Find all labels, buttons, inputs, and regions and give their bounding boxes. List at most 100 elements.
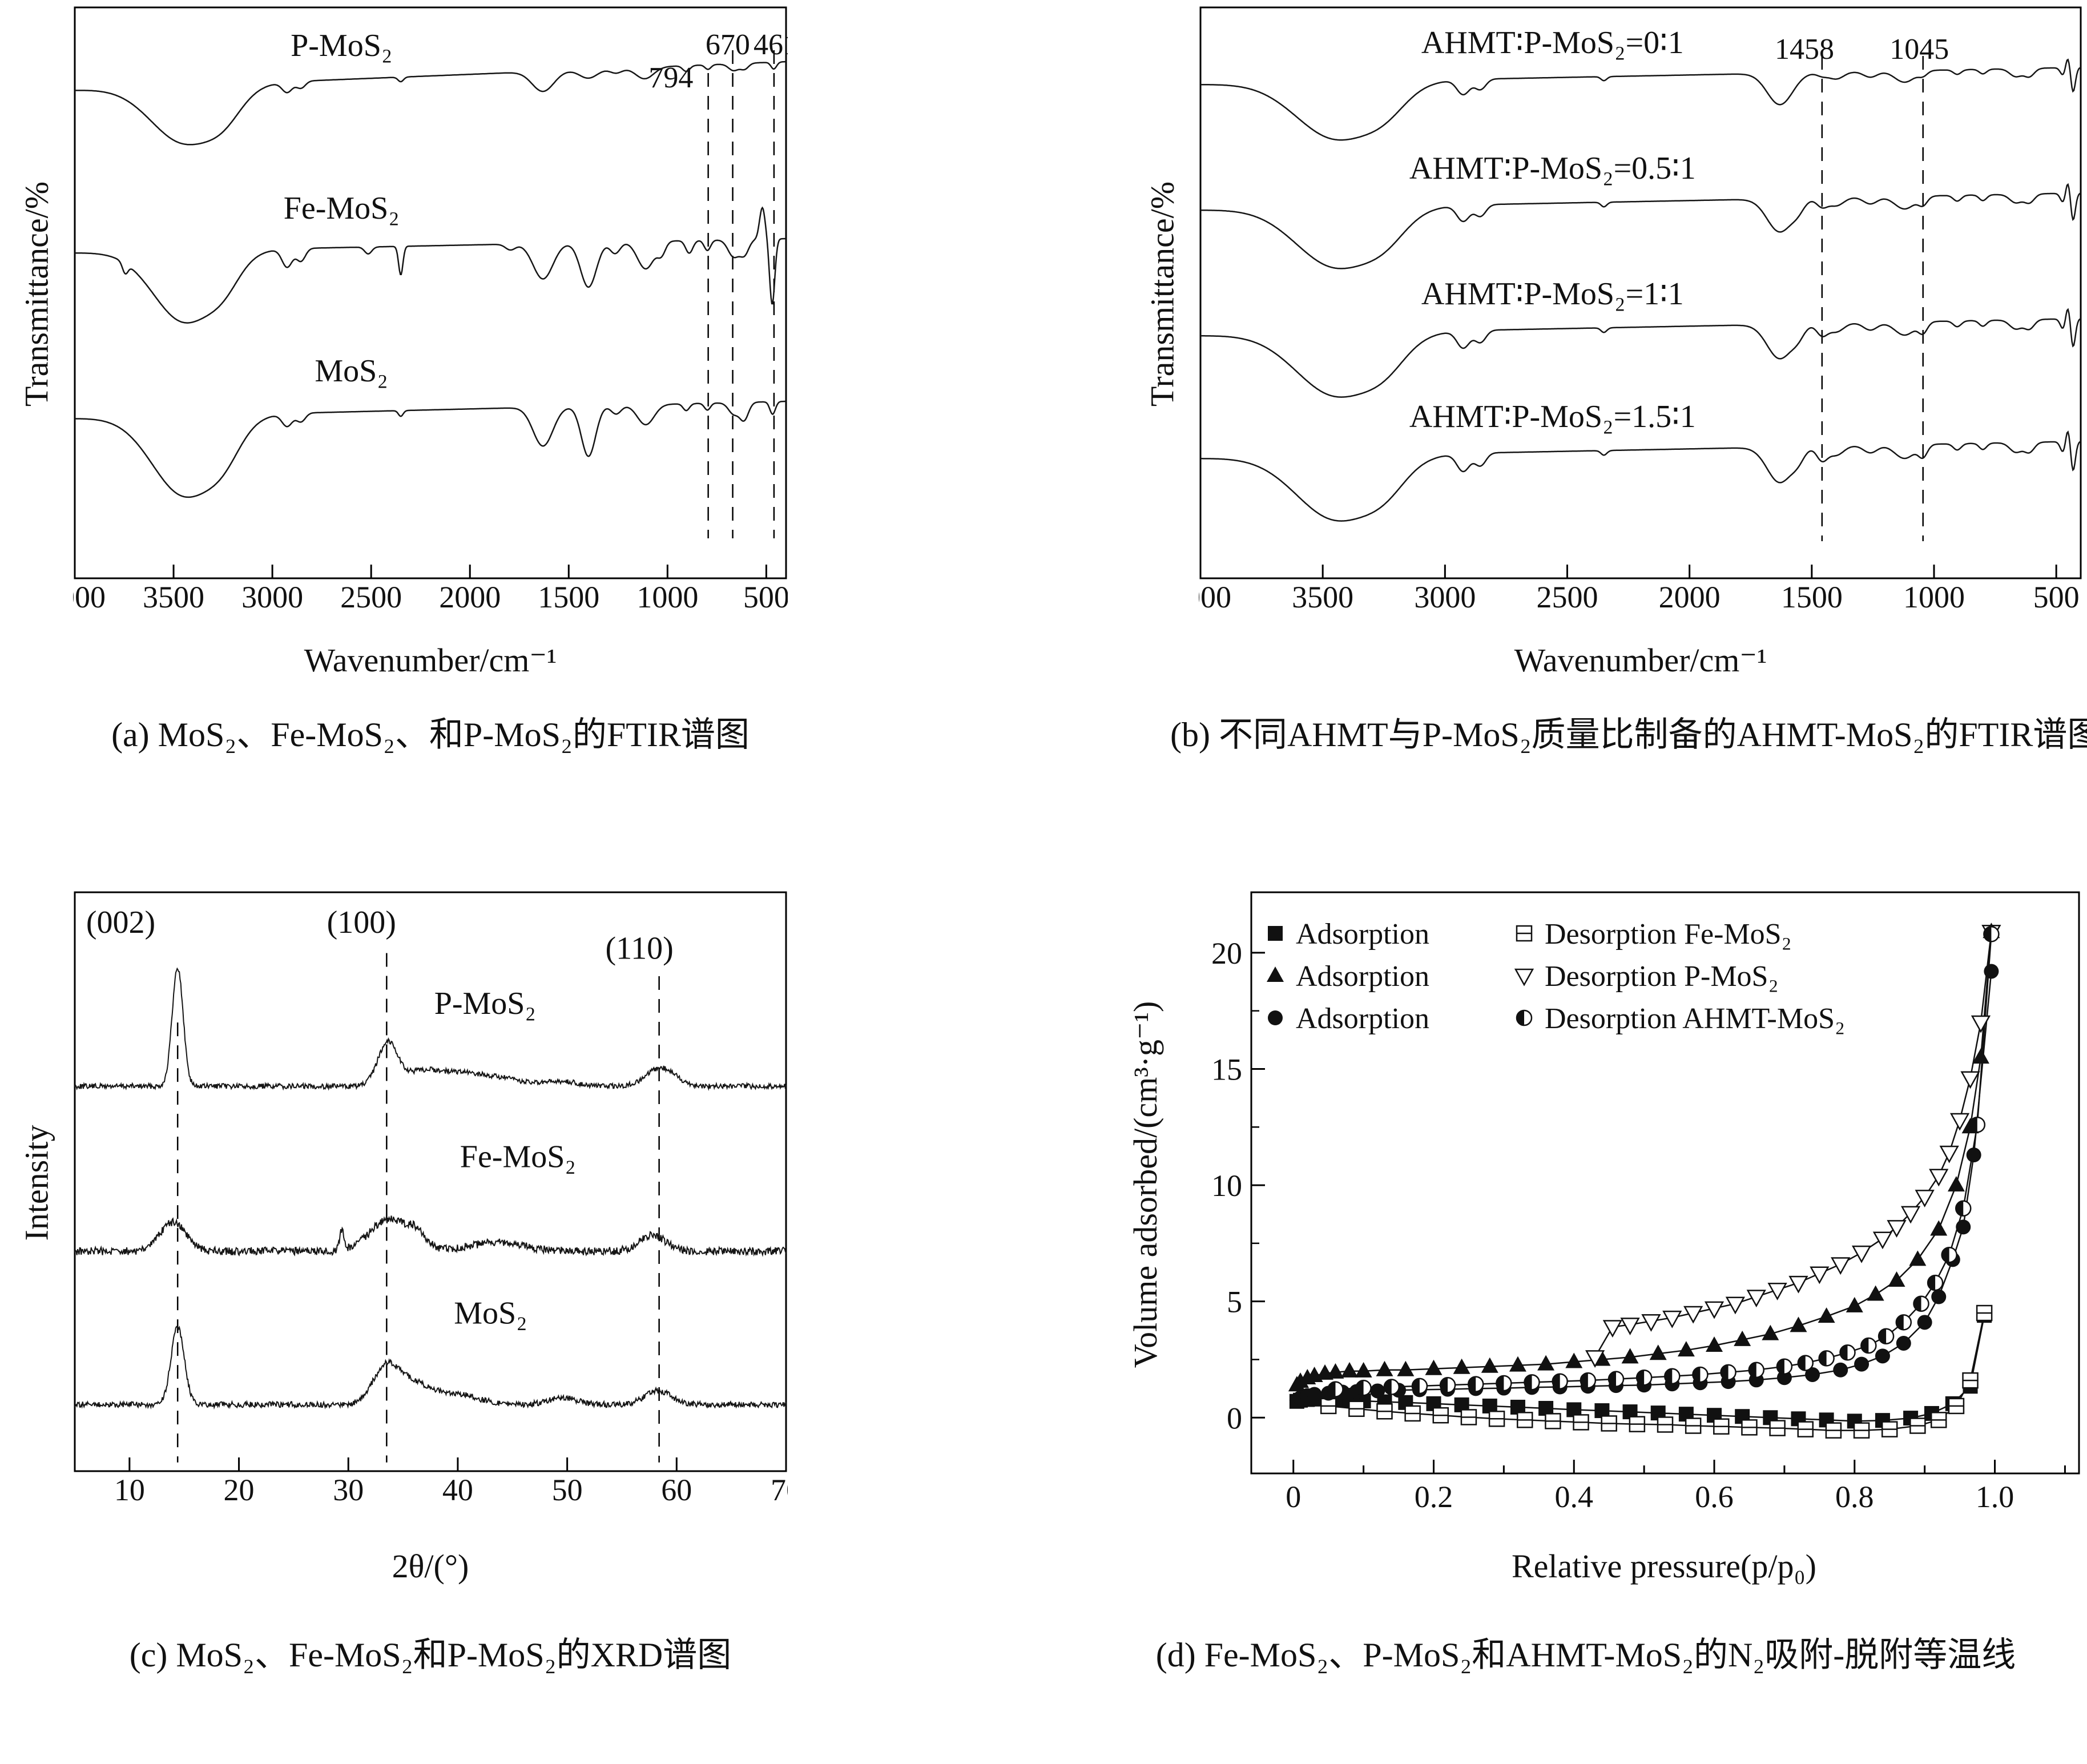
marker-tri_o [1915,1190,1935,1208]
x-tick-label: 0.6 [1695,1480,1734,1514]
panel-b-xlabel: Wavenumber/cm⁻¹ [1514,642,1767,679]
marker-tri_o [1683,1306,1703,1324]
marker-tri_f [1355,1362,1372,1378]
x-tick-label: 500 [743,580,788,614]
panel-b-caption: (b) 不同AHMT与P-MoS₂质量比制备的AHMT-MoS₂的FTIR谱图 [1170,716,2087,754]
panel-b-plot-area: 4000 3500 3000 2500 2000 1500 1000 500 1458 1045 A… [1199,6,2082,614]
marker-ci_f [1268,1010,1283,1025]
panel-d-caption: (d) Fe-MoS₂、P-MoS₂和AHMT-MoS₂的N₂吸附-脱附等温线 [1155,1636,2016,1674]
marker-tri_f [1947,1176,1965,1192]
marker-tri_f [1734,1330,1751,1346]
panel-d: Volume adsorbed/(cm³·g⁻¹) 0 0.2 0.4 0.6 0.8 1… [1044,891,2087,1764]
marker-tri_o [1851,1245,1872,1263]
marker-sq_f [1268,926,1283,941]
marker-ci_h [1819,1351,1827,1366]
marker-ci_h [1748,1362,1756,1378]
marker-ci_h [1984,927,1992,942]
xrd-curve [74,1325,787,1410]
wavenumber-annotation: 461 [754,29,788,61]
panel-a-plot-area: 4000350030002500200015001000500794670461… [73,6,788,614]
marker-ci_f [1931,1289,1947,1304]
marker-tri_f [1327,1363,1344,1379]
marker-tri_f [1818,1307,1835,1323]
marker-tri_f [1621,1348,1639,1364]
marker-ci_h [1356,1380,1364,1396]
marker-tri_f [1376,1360,1393,1376]
marker-tri_o [1662,1310,1682,1328]
x-tick-label: 3000 [241,580,303,614]
y-tick-label: 20 [1211,936,1242,970]
marker-ci_h [1412,1378,1420,1394]
marker-tri_f [1481,1357,1498,1373]
marker-ci_h [1524,1375,1532,1390]
marker-tri_f [1888,1271,1905,1287]
x-tick-label: 70 [771,1473,788,1507]
x-tick-label: 4000 [73,580,106,614]
marker-tri_f [1706,1336,1723,1352]
x-tick-label: 2000 [439,580,501,614]
curve-label: P-MoS₂ [291,28,392,63]
x-tick-label: 0 [1286,1480,1301,1514]
marker-tri_o [1641,1314,1661,1332]
spectrum-curve [1200,58,2081,141]
x-tick-label: 4000 [1199,580,1231,614]
marker-ci_f [1307,1387,1322,1402]
marker-ci_f [1917,1315,1932,1330]
plot-frame [74,891,787,1472]
curve-label: AHMT∶P-MoS₂=0∶1 [1421,25,1684,61]
marker-ci_f [1370,1383,1385,1399]
legend-label: Desorption P-MoS₂ [1545,960,1779,993]
marker-ci_h [1798,1355,1806,1371]
marker-ci_h [1580,1373,1588,1388]
marker-tri_f [1397,1360,1415,1376]
marker-ci_h [1896,1315,1904,1330]
x-tick-label: 1500 [1781,580,1843,614]
marker-tri_f [1677,1341,1695,1357]
marker-tri_f [1341,1362,1359,1378]
marker-tri_o [1831,1257,1851,1275]
marker-tri_f [1909,1250,1927,1266]
marker-ci_h [1517,1010,1524,1025]
panel-b-ylabel: Transmittance/% [1143,181,1181,407]
legend-label: Adsorption [1296,1002,1429,1035]
xrd-curve [74,967,787,1091]
marker-tri_o [1939,1145,1959,1163]
curve-label: AHMT∶P-MoS₂=1.5∶1 [1409,399,1696,434]
marker-ci_h [1496,1376,1504,1391]
curve-label: MoS₂ [315,353,388,389]
marker-ci_f [1805,1367,1820,1382]
isotherm-line [1296,932,1992,1386]
panel-c-plot-area: 10 20 30 40 50 60 70 (002) (100) (110) P-MoS₂ Fe-Mo… [74,891,788,1507]
x-tick-label: 0.2 [1415,1480,1453,1514]
marker-ci_h [1969,1117,1977,1133]
panel-c-caption: (c) MoS₂、Fe-MoS₂和P-MoS₂的XRD谱图 [129,1636,732,1674]
marker-tri_f [1867,1285,1884,1301]
x-tick-label: 2000 [1659,580,1721,614]
x-tick-label: 1.0 [1976,1480,2015,1514]
marker-ci_h [1468,1376,1476,1392]
marker-tri_o [1746,1290,1766,1308]
x-tick-label: 20 [224,1473,255,1507]
x-tick-label: 60 [661,1473,692,1507]
marker-ci_h [1440,1378,1448,1393]
legend-label: Desorption AHMT-MoS₂ [1545,1002,1845,1035]
curve-label: Fe-MoS₂ [460,1139,576,1175]
marker-ci_f [1776,1370,1792,1386]
marker-ci_h [1776,1359,1784,1374]
marker-tri_f [1425,1359,1443,1375]
panel-c-xlabel: 2θ/(°) [392,1548,469,1585]
y-tick-label: 10 [1211,1169,1242,1203]
marker-ci_h [1552,1374,1560,1389]
marker-tri_o [1602,1320,1622,1338]
marker-ci_h [1608,1371,1616,1387]
marker-ci_h [1328,1382,1336,1397]
curve-label: AHMT∶P-MoS₂=0.5∶1 [1409,151,1696,186]
curve-label: P-MoS₂ [434,986,536,1021]
marker-tri_o [1725,1296,1746,1315]
isotherm-line [1594,932,1992,1358]
marker-tri_o [1971,1015,1991,1033]
y-tick-label: 0 [1227,1401,1242,1435]
marker-ci_h [1879,1328,1887,1344]
spectrum-curve [1200,308,2081,398]
